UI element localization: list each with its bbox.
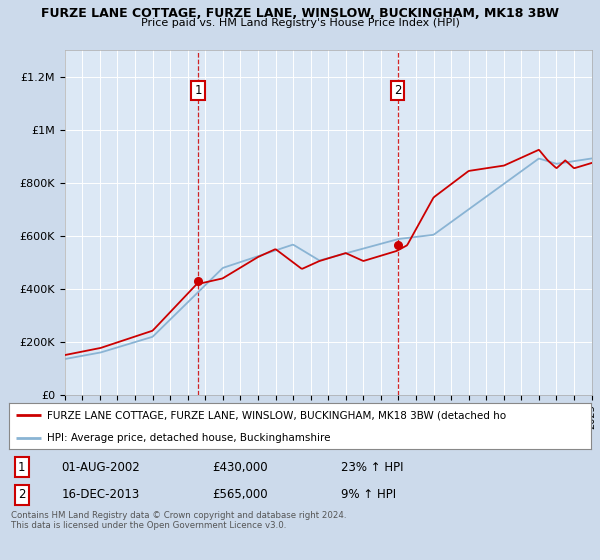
Text: £430,000: £430,000: [212, 461, 268, 474]
Text: FURZE LANE COTTAGE, FURZE LANE, WINSLOW, BUCKINGHAM, MK18 3BW (detached ho: FURZE LANE COTTAGE, FURZE LANE, WINSLOW,…: [47, 410, 506, 420]
Text: £565,000: £565,000: [212, 488, 268, 501]
Text: 1: 1: [18, 461, 26, 474]
Text: HPI: Average price, detached house, Buckinghamshire: HPI: Average price, detached house, Buck…: [47, 433, 331, 442]
Text: Price paid vs. HM Land Registry's House Price Index (HPI): Price paid vs. HM Land Registry's House …: [140, 18, 460, 29]
Text: 01-AUG-2002: 01-AUG-2002: [61, 461, 140, 474]
Text: 2: 2: [18, 488, 26, 501]
Text: FURZE LANE COTTAGE, FURZE LANE, WINSLOW, BUCKINGHAM, MK18 3BW: FURZE LANE COTTAGE, FURZE LANE, WINSLOW,…: [41, 7, 559, 20]
Text: Contains HM Land Registry data © Crown copyright and database right 2024.
This d: Contains HM Land Registry data © Crown c…: [11, 511, 346, 530]
Text: 2: 2: [394, 83, 401, 97]
Text: 23% ↑ HPI: 23% ↑ HPI: [341, 461, 403, 474]
Text: 16-DEC-2013: 16-DEC-2013: [61, 488, 140, 501]
Text: 9% ↑ HPI: 9% ↑ HPI: [341, 488, 396, 501]
Text: 1: 1: [194, 83, 202, 97]
